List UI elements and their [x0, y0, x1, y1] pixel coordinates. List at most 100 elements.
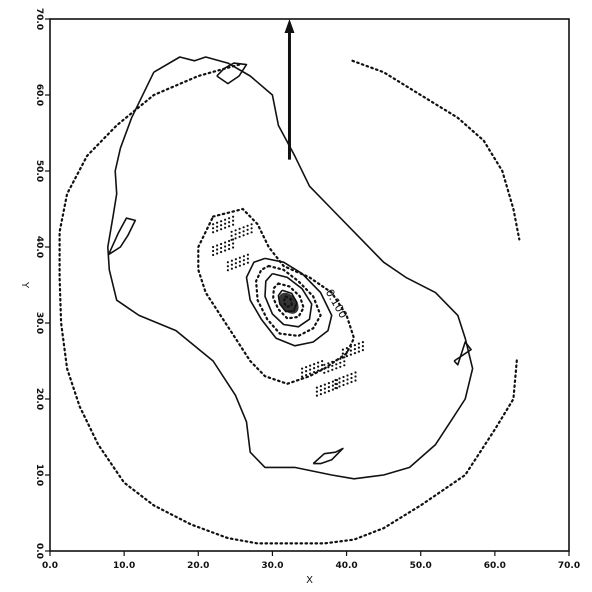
stipple-dot [350, 372, 353, 376]
contour-dotted [58, 63, 519, 545]
stipple-dot [349, 353, 352, 356]
stipple-dot [342, 383, 345, 387]
stipple-dot [228, 239, 231, 243]
stipple-dot [234, 229, 237, 232]
stipple-dot [238, 235, 241, 238]
contour-solid [107, 56, 474, 480]
y-tick-label: 40.0 [34, 236, 44, 258]
x-tick-label: 70.0 [558, 561, 580, 571]
stipple-dot [224, 241, 227, 244]
stipple-dot [220, 250, 223, 254]
stipple-dot [323, 367, 326, 370]
stipple-dot [228, 247, 231, 251]
stipple-dot [339, 361, 342, 364]
x-tick-label: 40.0 [335, 561, 357, 571]
stipple-dot [327, 362, 330, 365]
stipple-dot [335, 383, 338, 386]
stipple-dot [232, 219, 235, 222]
stipple-dot [246, 228, 249, 231]
stipple-dot [230, 267, 233, 270]
stipple-dot [350, 380, 353, 384]
stipple-dot [350, 376, 353, 380]
contour-dotted [272, 282, 305, 320]
stipple-dot [212, 253, 215, 257]
stipple-dot [228, 217, 231, 220]
stipple-dot [361, 341, 364, 344]
stipple-dot [228, 225, 231, 228]
x-tick-label: 0.0 [42, 561, 58, 571]
contour-island [216, 62, 248, 85]
stipple-dot [313, 371, 316, 374]
stipple-dot [238, 227, 241, 230]
stipple-dot [238, 264, 241, 267]
y-tick-label: 20.0 [34, 388, 44, 410]
stipple-dot [349, 345, 352, 348]
stipple-dot [345, 355, 348, 358]
stipple-dot [216, 252, 219, 255]
axis-ticks-group: 0.0 10.0 20.0 30.0 40.0 50.0 60.0 70.0 0.0 10.0 20… [34, 8, 580, 571]
y-axis-label: Y [19, 281, 30, 289]
stipple-dot [323, 371, 326, 374]
stipple-dot [335, 367, 338, 370]
y-tick-label: 70.0 [34, 8, 44, 30]
stipple-dot [331, 380, 334, 383]
contour-lines-group [58, 19, 521, 545]
stipple-dot [234, 233, 237, 236]
stipple-dot [305, 366, 308, 369]
stipple-dot [319, 393, 322, 396]
stipple-dot [338, 377, 341, 380]
stipple-dot [321, 364, 324, 367]
stipple-dot [220, 224, 223, 227]
stipple-dot [242, 259, 245, 262]
stipple-dot [319, 389, 322, 392]
stipple-dot [346, 374, 349, 377]
stipple-dot [313, 363, 316, 366]
stipple-dot [353, 344, 356, 347]
y-tick-label: 0.0 [34, 543, 44, 559]
stipple-dot [353, 352, 356, 355]
stipple-dot [361, 349, 364, 352]
stipple-dot [230, 234, 233, 237]
stipple-dot [309, 364, 312, 367]
stipple-dot [220, 242, 223, 246]
stipple-dot [234, 266, 237, 269]
stipple-dot [346, 382, 349, 385]
stipple-dot [323, 387, 326, 390]
stipple-dot [212, 249, 215, 253]
x-tick-label: 60.0 [484, 561, 506, 571]
stipple-dot [238, 260, 241, 263]
stipple-dot [246, 257, 249, 260]
stipple-dot [305, 370, 308, 373]
stipple-dot [357, 346, 360, 349]
stipple-dot [224, 245, 227, 248]
stipple-dot [246, 232, 249, 235]
stipple-dot [327, 366, 330, 369]
stipple-dot [361, 345, 364, 348]
stipple-dot [331, 368, 334, 371]
stipple-dot [354, 371, 357, 374]
stipple-dot [317, 361, 320, 364]
y-tick-label: 60.0 [34, 84, 44, 106]
stipple-dot [323, 363, 326, 366]
stipple-dot [246, 224, 249, 227]
stipple-dot [301, 375, 304, 378]
stipple-dot [250, 227, 253, 230]
stipple-dot [317, 365, 320, 368]
stipple-dot [242, 263, 245, 266]
stipple-dot [230, 263, 233, 266]
stipple-dot [212, 231, 215, 234]
stipple-dot [232, 242, 235, 245]
stipple-dot [250, 223, 253, 226]
x-tick-label: 20.0 [187, 561, 209, 571]
stipple-dot [338, 381, 341, 384]
stipple-dot [315, 390, 318, 393]
stipple-dot [345, 351, 348, 354]
stipple-dot [319, 385, 322, 388]
stipple-dot [234, 237, 237, 240]
x-tick-label: 30.0 [261, 561, 283, 571]
stipple-dot [343, 364, 346, 367]
stipple-dot [305, 374, 308, 377]
stipple-dot [313, 367, 316, 370]
y-tick-label: 10.0 [34, 464, 44, 486]
x-tick-label: 10.0 [113, 561, 135, 571]
